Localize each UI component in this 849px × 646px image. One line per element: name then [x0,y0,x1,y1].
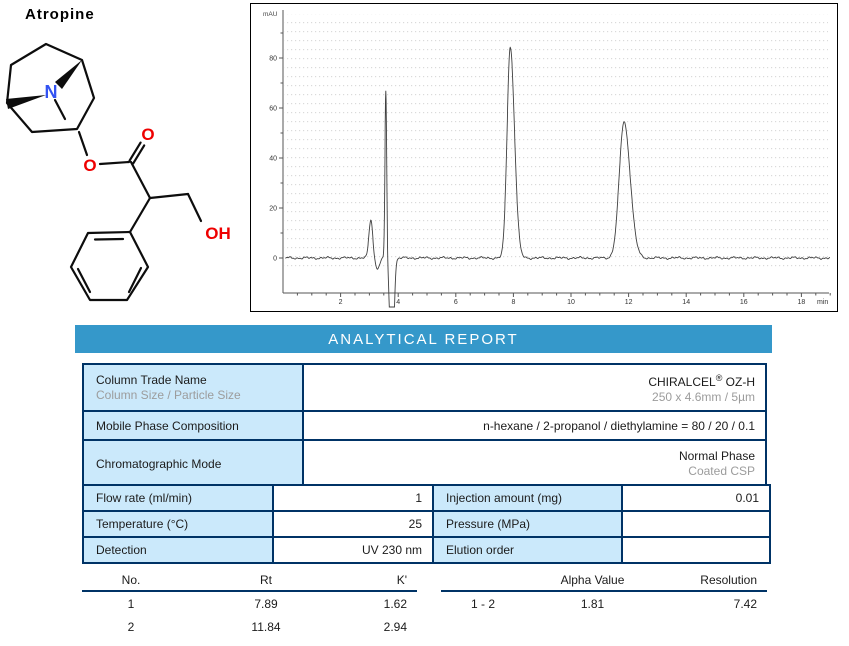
alpha-header: Alpha Value [525,570,660,592]
table-row: Temperature (°C) 25 Pressure (MPa) [82,510,771,538]
k-prime-header: K' [352,570,417,592]
flow-rate-value: 1 [272,484,434,512]
table-row: 1 7.89 1.62 [82,591,417,615]
peak-k-prime: 1.62 [383,596,407,611]
x-tick-label: 6 [454,299,458,306]
table-row: Chromatographic Mode Normal Phase Coated… [82,439,767,488]
x-tick-label: 2 [339,299,343,306]
separation-table: Alpha Value Resolution 1 - 2 1.81 7.42 [441,570,767,615]
table-row: Column Trade Name Column Size / Particle… [82,363,767,412]
chromatographic-mode-value: Normal Phase [678,448,755,463]
column-size-value: 250 x 4.6mm / 5µm [652,389,755,404]
rt-header: Rt [180,570,352,592]
x-axis-unit-label: min [817,299,828,306]
resolution-value: 7.42 [733,596,757,611]
retention-results: No. Rt K' 1 7.89 1.62 2 11.84 2.94 [82,570,417,638]
bond-c-to-ester-o [77,130,89,157]
phenyl-ring [69,230,150,302]
molecule-title: Atropine [25,6,95,23]
y-tick-label: 40 [269,156,277,163]
x-tick-label: 16 [740,299,748,306]
x-tick-label: 14 [682,299,690,306]
table-header-row: Alpha Value Resolution [441,570,767,592]
table-header-row: No. Rt K' [82,570,417,592]
stereo-wedge-right [55,60,82,89]
carbonyl-double-bond-2 [132,144,146,165]
mobile-phase-value: n-hexane / 2-propanol / diethylamine = 8… [302,410,767,441]
report-header-bar: ANALYTICAL REPORT [75,325,772,353]
column-info-table: Column Trade Name Column Size / Particle… [82,363,767,488]
table-row: 1 - 2 1.81 7.42 [441,591,767,615]
report-title: ANALYTICAL REPORT [328,330,519,348]
temperature-value: 25 [272,510,434,538]
y-tick-label: 0 [273,256,277,263]
peak-k-prime: 2.94 [383,619,407,634]
column-trade-name-value: CHIRALCEL® OZ-H [648,372,755,389]
csp-type-value: Coated CSP [688,463,755,478]
injection-amount-value: 0.01 [621,484,771,512]
tropane-ring [5,42,96,134]
table-row: 2 11.84 2.94 [82,615,417,638]
carbonyl-double-bond-1 [128,141,142,162]
phenyl-inner-bond-top [93,237,125,241]
phenyl-inner-bond-right [127,266,143,294]
table-row: Detection UV 230 nm Elution order [82,536,771,564]
phenyl-inner-bond-left [76,267,92,294]
flow-rate-label: Flow rate (ml/min) [82,484,274,512]
table-row: Mobile Phase Composition n-hexane / 2-pr… [82,410,767,441]
chromatographic-mode-label: Chromatographic Mode [82,439,304,488]
carbonyl-oxygen-label: O [141,125,154,144]
column-trade-name-label: Column Trade Name [96,372,207,387]
x-tick-label: 12 [625,299,633,306]
x-tick-label: 4 [396,299,400,306]
stereo-wedge-left [6,95,46,109]
pressure-value [621,510,771,538]
detection-value: UV 230 nm [272,536,434,564]
table-row: Flow rate (ml/min) 1 Injection amount (m… [82,484,771,512]
peak-rt: 7.89 [254,596,278,611]
y-axis-unit-label: mAU [263,11,278,18]
detection-label: Detection [82,536,274,564]
ester-oxygen-label: O [83,156,96,175]
bond-carbonyl-to-ch [129,160,152,200]
x-tick-label: 8 [511,299,515,306]
retention-table: No. Rt K' 1 7.89 1.62 2 11.84 2.94 [82,570,417,638]
registered-mark: ® [715,372,723,383]
temperature-label: Temperature (°C) [82,510,274,538]
bond-ester-o-to-carbonyl [98,160,131,166]
molecule-structure: N O O OH [5,42,231,302]
bond-ch-to-phenyl [128,196,152,234]
elution-order-label: Elution order [432,536,623,564]
dotted-grid [284,14,828,272]
x-tick-label: 10 [567,299,575,306]
peak-no: 2 [127,619,135,634]
pair-header [441,570,525,592]
no-header: No. [82,570,180,592]
hydroxyl-label: OH [205,224,231,243]
mobile-phase-label: Mobile Phase Composition [82,410,304,441]
nitrogen-atom-label: N [45,82,58,102]
column-size-label: Column Size / Particle Size [96,387,241,402]
peak-rt: 11.84 [251,619,281,634]
pressure-label: Pressure (MPa) [432,510,623,538]
n-methyl-bond [53,98,67,121]
injection-amount-label: Injection amount (mg) [432,484,623,512]
resolution-header: Resolution [660,570,767,592]
x-tick-label: 18 [798,299,806,306]
y-tick-label: 20 [269,206,277,213]
y-tick-label: 60 [269,106,277,113]
y-tick-label: 80 [269,56,277,63]
chromatogram-panel: 0 20 40 60 80 mAU 2 4 6 8 10 12 14 16 18 min [250,3,838,312]
elution-order-value [621,536,771,564]
peak-pair: 1 - 2 [470,596,495,611]
chromatogram-trace [285,46,830,308]
peak-no: 1 [127,596,135,611]
chromatogram-svg: 0 20 40 60 80 mAU 2 4 6 8 10 12 14 16 18 min [263,10,831,308]
bond-ch2-to-oh [186,192,203,223]
bond-ch-to-ch2 [148,192,190,200]
alpha-value: 1.81 [580,596,605,611]
separation-results: Alpha Value Resolution 1 - 2 1.81 7.42 [441,570,767,615]
conditions-table: Flow rate (ml/min) 1 Injection amount (m… [82,484,771,564]
